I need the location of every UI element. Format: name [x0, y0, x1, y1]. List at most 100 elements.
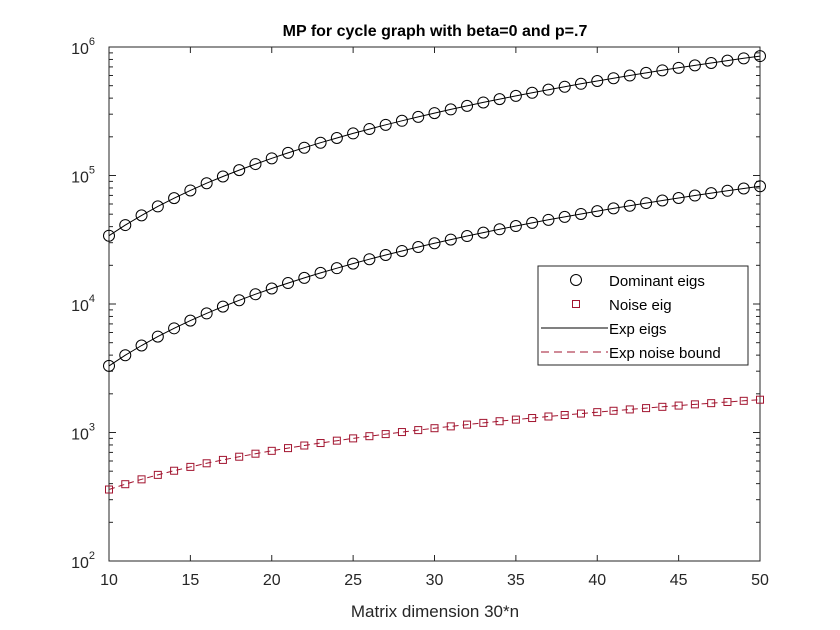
- dominant-eig-marker: [168, 192, 181, 205]
- dominant-eig-marker: [721, 184, 734, 197]
- dominant-eig-marker: [151, 330, 164, 343]
- dominant-eig-marker: [395, 114, 408, 127]
- y-tick-label: 105: [71, 165, 95, 187]
- noise-eig-marker: [186, 462, 195, 471]
- dominant-eig-marker: [330, 262, 343, 275]
- dominant-eig-marker: [265, 152, 278, 165]
- noise-eig-marker: [756, 395, 764, 404]
- dominant-eig-marker: [640, 197, 653, 210]
- dominant-eig-marker: [184, 314, 197, 327]
- y-tick-label: 102: [71, 550, 95, 572]
- x-tick-label: 25: [344, 572, 362, 589]
- noise-eig-marker: [511, 415, 520, 424]
- dominant-eig-marker: [721, 54, 734, 67]
- noise-eig-marker: [576, 409, 585, 418]
- x-tick-label: 15: [181, 572, 199, 589]
- dominant-eig-marker: [444, 233, 457, 246]
- x-tick-label: 10: [100, 572, 118, 589]
- dominant-eig-marker: [623, 69, 636, 82]
- dominant-eig-marker: [428, 107, 441, 120]
- dominant-eig-marker: [461, 230, 474, 243]
- dominant-eig-marker: [119, 219, 132, 232]
- legend-label: Exp noise bound: [609, 345, 721, 362]
- noise-eig-marker: [625, 405, 634, 414]
- noise-eig-marker: [560, 411, 569, 420]
- legend-label: Dominant eigs: [609, 273, 705, 290]
- y-tick-exponent: 4: [89, 293, 95, 305]
- legend-box: [537, 265, 749, 366]
- dominant-eig-marker: [574, 77, 587, 90]
- legend-label: Noise eig: [609, 297, 672, 314]
- noise-eig-marker: [121, 480, 130, 489]
- noise-eig-marker: [707, 399, 716, 408]
- y-tick-label: 104: [71, 293, 95, 315]
- y-tick-exponent: 5: [89, 165, 95, 177]
- noise-eig-marker: [267, 446, 276, 455]
- dominant-eig-marker: [754, 180, 766, 193]
- dominant-eig-marker: [216, 300, 229, 313]
- dominant-eig-marker: [509, 89, 522, 102]
- noise-eig-marker: [544, 412, 553, 421]
- dominant-eig-marker: [607, 72, 620, 85]
- noise-eig-marker: [658, 402, 667, 411]
- dominant-eig-marker: [542, 83, 555, 96]
- noise-eig-marker: [674, 401, 683, 410]
- dominant-eig-marker: [412, 110, 425, 123]
- dominant-eig-marker: [688, 189, 701, 202]
- dominant-eig-marker: [526, 216, 539, 229]
- dominant-eig-marker: [347, 127, 360, 140]
- noise-eig-marker: [414, 426, 423, 435]
- dominant-eig-marker: [298, 271, 311, 284]
- noise-eig-marker: [381, 430, 390, 439]
- dominant-eig-marker: [656, 64, 669, 77]
- dominant-eig-marker: [151, 200, 164, 213]
- dominant-eig-marker: [558, 210, 571, 223]
- dominant-eig-marker: [103, 229, 115, 242]
- dominant-eig-marker: [705, 187, 718, 200]
- dominant-eig-marker: [607, 202, 620, 215]
- noise-eig-marker: [723, 397, 732, 406]
- legend: Dominant eigs Noise eig Exp eigs Exp noise …: [537, 265, 749, 366]
- noise-eig-marker: [332, 436, 341, 445]
- dominant-eig-marker: [526, 86, 539, 99]
- dominant-eig-marker: [330, 131, 343, 144]
- dominant-eig-marker: [119, 349, 132, 362]
- noise-eig-marker: [153, 470, 162, 479]
- noise-eig-marker: [690, 400, 699, 409]
- dominant-eig-marker: [656, 194, 669, 207]
- dominant-eig-marker: [493, 223, 506, 236]
- noise-eig-marker: [609, 406, 618, 415]
- noise-eig-marker: [170, 466, 179, 475]
- noise-eig-marker: [235, 452, 244, 461]
- dominant-eig-marker: [200, 307, 213, 320]
- dominant-eig-marker: [461, 99, 474, 112]
- noise-eig-marker: [593, 408, 602, 417]
- dominant-eig-marker: [249, 158, 262, 171]
- y-tick-label: 106: [71, 36, 95, 58]
- dominant-eig-marker: [282, 277, 295, 290]
- x-tick-label: 20: [263, 572, 281, 589]
- noise-eig-marker: [105, 485, 113, 494]
- exp-eigs-line: [108, 55, 761, 237]
- noise-eig-marker: [463, 420, 472, 429]
- noise-eig-marker: [430, 424, 439, 433]
- dominant-eig-marker: [672, 61, 685, 74]
- dominant-eig-marker: [574, 207, 587, 220]
- noise-eig-marker: [642, 404, 651, 413]
- dominant-eig-marker: [233, 294, 246, 307]
- dominant-eig-marker: [591, 205, 604, 218]
- dominant-eig-marker: [412, 241, 425, 254]
- x-tick-label: 45: [670, 572, 688, 589]
- noise-eig-marker: [202, 459, 211, 468]
- dominant-eig-marker: [135, 339, 148, 352]
- dominant-eig-marker: [249, 288, 262, 301]
- noise-eig-marker: [479, 418, 488, 427]
- dominant-eig-marker: [379, 249, 392, 262]
- dominant-eig-marker: [265, 282, 278, 295]
- dominant-eig-marker: [477, 96, 490, 109]
- noise-eig-marker: [397, 428, 406, 437]
- dominant-eig-marker: [363, 253, 376, 266]
- chart-title: MP for cycle graph with beta=0 and p=.7: [283, 23, 588, 40]
- noise-eig-marker: [316, 439, 325, 448]
